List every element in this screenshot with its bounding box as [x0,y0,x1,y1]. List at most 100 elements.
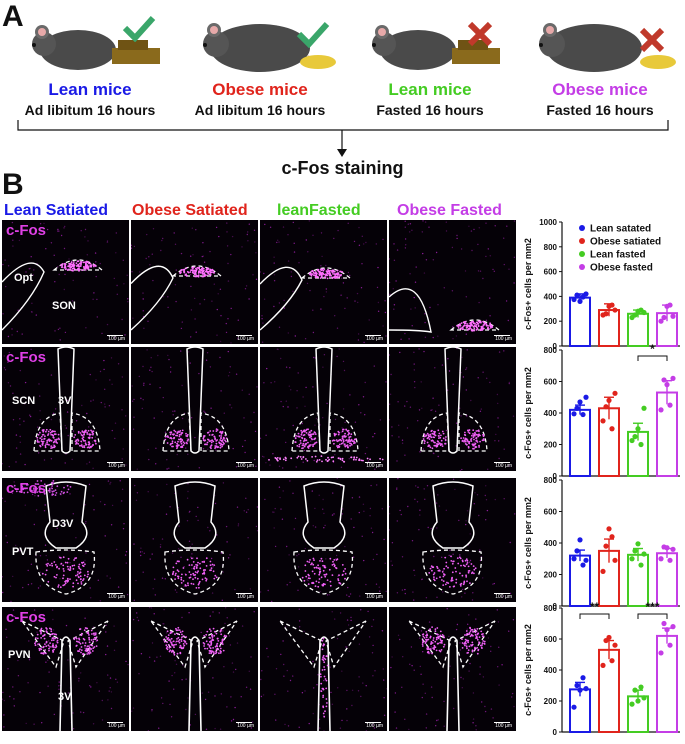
data-point [609,658,615,664]
y-tick-label: 200 [544,441,558,450]
data-point [603,543,609,549]
scale-label: 100 µm [108,723,125,729]
legend-marker [579,264,585,270]
scale-label: 100 µm [366,594,383,600]
scale-bar [236,593,252,594]
group-1-title: Lean mice [48,80,132,99]
micrograph-scn-col4: 100 µm [389,347,516,471]
data-point [661,314,667,321]
data-point [638,684,644,690]
group-3-illustration [360,14,510,72]
outcome-label: c-Fos staining [281,158,404,178]
y-axis-label: c-Fos+ cells per mm2 [523,624,533,716]
scale-bar [236,722,252,723]
legend-marker [579,225,585,231]
region-label-pvn: PVN [8,649,31,661]
data-point [635,698,641,704]
y-tick-label: 0 [553,472,558,481]
data-point [574,682,580,689]
data-point [632,312,638,318]
micrograph-pvn-col4: 100 µm [389,607,516,731]
region-label-scn: SCN [12,395,36,407]
data-point [583,291,589,297]
scale-bar [494,462,510,463]
cfos-label: c-Fos [6,480,47,497]
y-tick-label: 400 [544,292,558,301]
bar [569,554,591,607]
data-point [574,405,580,411]
data-point [577,399,583,405]
convergence-arrow [17,120,669,157]
data-point [571,296,577,303]
legend-label: Obese fasted [590,263,653,274]
data-point [609,426,615,432]
bar-chart-pvt: 0 200 400 600 800 c-Fos+ cells per mm2 [523,476,680,611]
data-point [629,701,635,707]
y-tick-label: 800 [544,476,558,485]
data-point [658,407,664,413]
scale-bar [365,722,381,723]
data-point [571,704,577,710]
scale-label: 100 µm [366,723,383,729]
y-tick-label: 0 [553,728,558,737]
group-4-illustration [530,14,680,72]
data-point [658,650,664,656]
data-point [667,302,673,308]
data-point [603,404,609,410]
bar [627,553,649,607]
data-point [641,405,647,411]
panel-b-letter: B [2,168,24,201]
group-3-title: Lean mice [388,80,472,99]
group-4-title: Obese mice [552,80,648,99]
group-1-condition: Ad libitum 16 hours [24,102,156,118]
y-tick-label: 1000 [539,218,557,227]
data-point [670,546,676,552]
bar [598,648,620,733]
legend-label: Lean satated [590,224,651,235]
scale-label: 100 µm [108,594,125,600]
data-point [664,627,670,633]
data-point [583,686,589,692]
group-4-condition: Fasted 16 hours [546,102,654,118]
bar [569,296,591,347]
scale-bar [365,335,381,336]
data-point [641,309,647,316]
micrograph-pvt-col4: 100 µm [389,478,516,602]
group-2-condition: Ad libitum 16 hours [194,102,326,118]
y-tick-label: 600 [544,508,558,517]
data-point [577,687,583,693]
data-point [600,568,606,574]
data-point [606,397,612,403]
data-point [574,292,580,298]
y-tick-label: 400 [544,409,558,418]
significance-label: ** [590,600,600,614]
y-axis-label: c-Fos+ cells per mm2 [523,367,533,459]
micrograph-son-col1: c-Fos 100 µm Opt SON [2,220,129,344]
micrograph-pvn-col1: c-Fos 100 µm PVN 3V [2,607,129,731]
y-tick-label: 800 [544,243,558,252]
legend-marker [579,251,585,257]
data-point [577,537,583,543]
legend-label: Obese satiated [590,237,661,248]
data-point [638,562,644,568]
significance-label: *** [645,600,659,614]
region-label-d3v: D3V [52,518,74,530]
data-point [583,394,589,400]
scale-label: 100 µm [108,336,125,342]
y-axis-label: c-Fos+ cells per mm2 [523,497,533,589]
micrograph-scn-col3: 100 µm [260,347,387,471]
y-tick-label: 800 [544,346,558,355]
data-point [658,318,664,324]
data-point [571,556,577,562]
data-point [661,377,667,383]
data-point [667,557,673,563]
cross-icon [467,21,493,47]
column-header-lean-fasted: leanFasted [277,202,361,219]
region-label-3v: 3V [58,395,72,407]
scale-bar [236,462,252,463]
scale-bar [494,335,510,336]
mouse-icon [32,25,160,70]
scale-label: 100 µm [237,594,254,600]
bar-chart-son: 0 200 400 600 800 1000 c-Fos+ cells per mm2 Lea… [523,218,680,351]
scale-label: 100 µm [495,723,512,729]
